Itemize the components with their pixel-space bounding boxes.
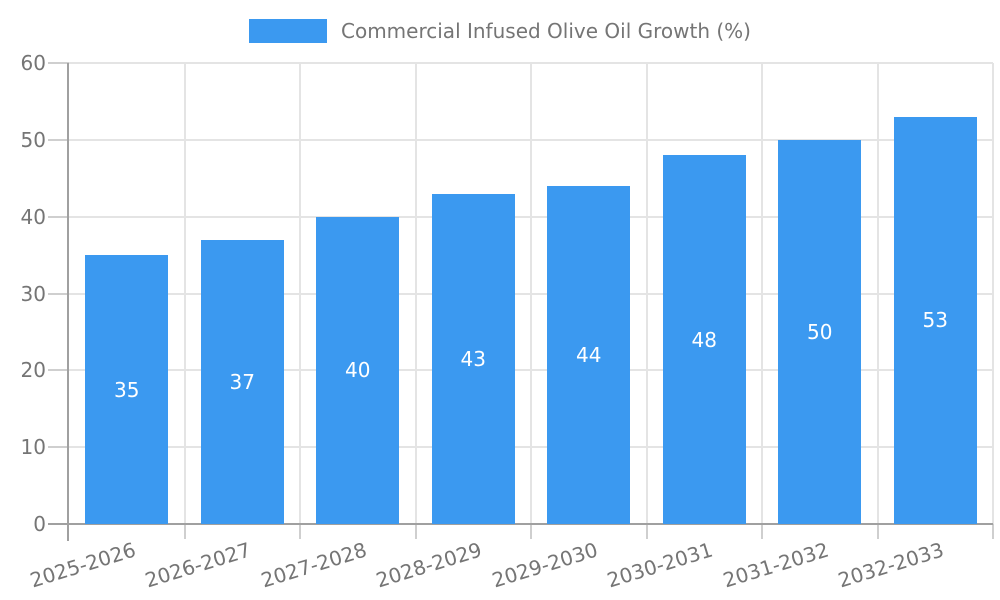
gridline-vertical	[876, 63, 879, 524]
gridline-vertical	[992, 63, 994, 524]
y-axis-line	[67, 63, 69, 541]
x-axis-tick	[645, 524, 648, 539]
y-axis-label: 40	[20, 204, 46, 229]
bar-value-label: 43	[460, 346, 486, 371]
y-axis-label: 50	[20, 127, 46, 152]
gridline-vertical	[299, 63, 301, 524]
x-axis-label: 2026-2027	[142, 537, 254, 593]
x-axis-tick	[183, 524, 186, 539]
y-axis-label: 0	[33, 512, 46, 536]
bar[interactable]	[547, 185, 631, 524]
legend-swatch[interactable]	[249, 19, 327, 43]
bar-value-label: 50	[807, 319, 833, 344]
x-axis-line	[48, 523, 993, 525]
gridline-vertical	[183, 63, 186, 524]
bar-value-label: 40	[345, 358, 371, 383]
x-axis-tick	[414, 524, 417, 539]
x-axis-tick	[299, 524, 301, 539]
x-axis-label: 2029-2030	[488, 537, 601, 593]
bar[interactable]	[316, 216, 400, 524]
y-axis-tick	[48, 369, 69, 372]
chart-legend[interactable]: Commercial Infused Olive Oil Growth (%)	[0, 19, 1000, 43]
x-axis-label: 2028-2029	[373, 537, 485, 593]
bar-value-label: 44	[576, 342, 602, 367]
x-axis-label: 2031-2032	[719, 537, 832, 593]
y-axis-tick	[48, 446, 69, 449]
bar-value-label: 53	[922, 308, 948, 333]
bar[interactable]	[85, 255, 169, 524]
y-axis-tick	[48, 215, 69, 218]
x-axis-label: 2025-2026	[26, 537, 139, 593]
gridline-vertical	[414, 63, 417, 524]
x-axis-tick	[992, 524, 994, 539]
bar[interactable]	[778, 139, 862, 524]
x-axis-label: 2032-2033	[835, 537, 947, 593]
bar-value-label: 35	[114, 377, 140, 402]
x-axis-label: 2027-2028	[257, 537, 370, 593]
y-axis-tick	[48, 62, 69, 64]
y-axis-tick	[48, 138, 69, 141]
bar[interactable]	[200, 239, 284, 524]
gridline-vertical	[645, 63, 648, 524]
x-axis-tick	[876, 524, 879, 539]
bar-value-label: 37	[229, 369, 255, 394]
bar[interactable]	[893, 116, 977, 524]
x-axis-tick	[761, 524, 763, 539]
y-axis-label: 20	[20, 358, 46, 383]
bar[interactable]	[662, 155, 746, 524]
y-axis-label: 10	[20, 435, 46, 460]
y-axis-tick	[48, 292, 69, 295]
gridline-vertical	[761, 63, 763, 524]
bar[interactable]	[431, 193, 515, 524]
legend-label: Commercial Infused Olive Oil Growth (%)	[341, 19, 751, 43]
x-axis-tick	[530, 524, 532, 539]
bar-value-label: 48	[691, 327, 717, 352]
y-axis-label: 60	[20, 51, 46, 75]
x-axis-label: 2030-2031	[604, 537, 716, 593]
gridline-vertical	[530, 63, 532, 524]
y-axis-label: 30	[20, 281, 46, 306]
